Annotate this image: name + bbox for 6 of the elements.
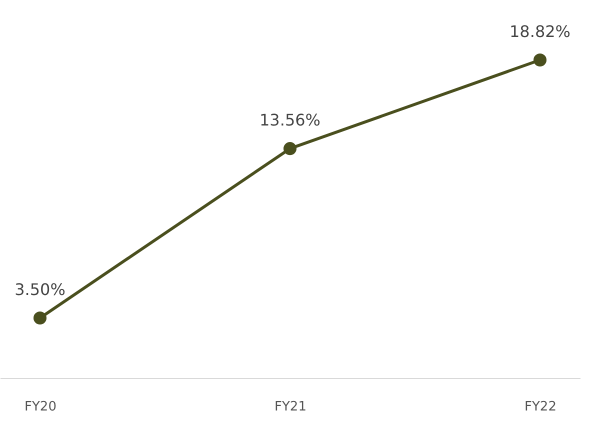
data-label: 3.50% xyxy=(14,280,66,299)
data-label: 18.82% xyxy=(509,22,571,41)
x-tick-label: FY20 xyxy=(24,400,56,414)
x-tick-label: FY22 xyxy=(524,400,556,414)
data-label: 13.56% xyxy=(259,110,321,130)
x-tick-label: FY21 xyxy=(274,400,306,414)
